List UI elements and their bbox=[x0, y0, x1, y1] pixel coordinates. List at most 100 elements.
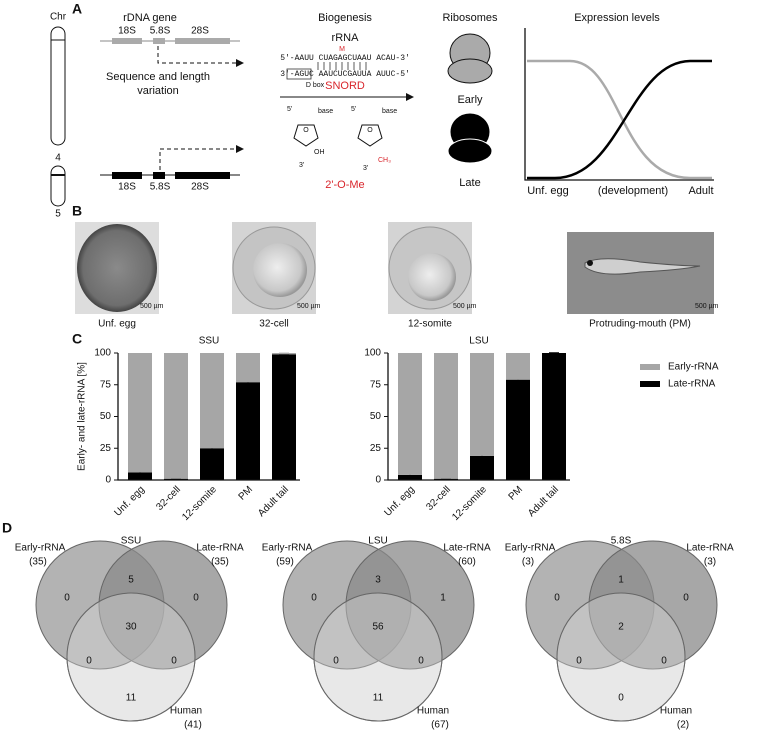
venn-text: 0 bbox=[618, 693, 624, 704]
venn-text: (41) bbox=[184, 720, 202, 731]
bar-segment bbox=[236, 353, 260, 383]
modification-mark: M bbox=[339, 46, 345, 53]
venn-text: 0 bbox=[171, 656, 177, 667]
x-tick-label: 12-somite bbox=[180, 484, 219, 523]
bar-segment bbox=[200, 448, 224, 480]
ome-label: 2'-O-Me bbox=[325, 179, 364, 191]
venn-text: (2) bbox=[677, 720, 689, 731]
bar-segment bbox=[272, 354, 296, 480]
expression-title: Expression levels bbox=[574, 12, 660, 24]
venn-text: (35) bbox=[29, 557, 47, 568]
variation-title: Sequence and length bbox=[106, 71, 210, 83]
bar-segment bbox=[128, 353, 152, 473]
micrographs: 500 µm 500 µm 500 µm 500 µm Unf. egg 32-… bbox=[75, 222, 719, 330]
panel-label: A bbox=[72, 1, 82, 17]
rdna-genes: rDNA gene 18S 5.8S 28S Sequence and leng… bbox=[100, 12, 244, 193]
bar-segment bbox=[506, 353, 530, 380]
biogenesis-title: Biogenesis bbox=[318, 12, 372, 24]
gene-label: 18S bbox=[118, 26, 136, 37]
scale-bar: 500 µm bbox=[140, 303, 164, 310]
venn-text: 0 bbox=[333, 656, 339, 667]
venn-human-outline bbox=[556, 592, 686, 722]
y-tick-label: 100 bbox=[364, 348, 381, 359]
venn-text: 11 bbox=[373, 693, 384, 704]
venn-text: (59) bbox=[276, 557, 294, 568]
ribose-text: 5' bbox=[351, 106, 356, 113]
y-tick-label: 50 bbox=[100, 411, 112, 422]
venn-human-outline bbox=[66, 592, 196, 722]
embryo bbox=[253, 243, 307, 297]
chromosome bbox=[50, 26, 66, 146]
bar-segment bbox=[236, 382, 260, 480]
gene-label: 18S bbox=[118, 182, 136, 193]
bar-segment bbox=[542, 353, 566, 480]
bar-segment bbox=[272, 353, 296, 355]
bar-segment bbox=[398, 353, 422, 475]
venn-text: 2 bbox=[618, 622, 624, 633]
ribose-text: O bbox=[303, 127, 309, 134]
axes bbox=[117, 353, 300, 481]
y-axis-label: Early- and late-rRNA [%] bbox=[77, 362, 88, 471]
scale-bar: 500 µm bbox=[695, 303, 719, 310]
ribose-text: 3' bbox=[363, 165, 368, 172]
panel-label: B bbox=[72, 203, 82, 219]
legend-swatch bbox=[640, 381, 660, 387]
scale-bar: 500 µm bbox=[453, 303, 477, 310]
bar-segment bbox=[506, 379, 530, 480]
venn-text: (60) bbox=[458, 557, 476, 568]
rrna-strand: 5'-AAUU CUAGAGCUAAU ACAU-3' bbox=[280, 54, 410, 63]
gene-label: 28S bbox=[191, 26, 209, 37]
y-tick-label: 25 bbox=[370, 443, 382, 454]
venn-text: 0 bbox=[661, 656, 667, 667]
gene-block bbox=[112, 38, 142, 44]
y-tick-label: 0 bbox=[105, 475, 111, 486]
venn-text: Early-rRNA bbox=[15, 543, 66, 554]
expression-x-label: Adult bbox=[688, 185, 713, 197]
gene-label: 5.8S bbox=[150, 26, 171, 37]
embryo bbox=[408, 253, 456, 301]
venn-text: 1 bbox=[618, 575, 624, 586]
venn-text: (3) bbox=[522, 557, 534, 568]
venn-text: Early-rRNA bbox=[505, 543, 556, 554]
chromosomes: Chr 4 5 bbox=[50, 12, 67, 220]
rrna-label: rRNA bbox=[332, 32, 360, 44]
y-tick-label: 25 bbox=[100, 443, 112, 454]
ribosome-subunit bbox=[447, 138, 493, 164]
gene-block bbox=[153, 38, 165, 44]
venn-text: 56 bbox=[372, 622, 384, 633]
venn: SSU Early-rRNA (35) Late-rRNA (35) Human (41) 0… bbox=[15, 536, 244, 731]
venn-late bbox=[588, 540, 718, 670]
image bbox=[567, 232, 714, 314]
y-tick-label: 75 bbox=[100, 379, 112, 390]
x-tick-label: 12-somite bbox=[450, 484, 489, 523]
axes bbox=[524, 28, 714, 181]
chr-number: 4 bbox=[55, 153, 61, 164]
caption: 12-somite bbox=[408, 319, 452, 330]
venn-text: Human bbox=[417, 706, 449, 717]
x-tick-label: PM bbox=[507, 484, 525, 502]
venn-text: 0 bbox=[193, 593, 199, 604]
y-tick-label: 100 bbox=[94, 348, 111, 359]
chr-number: 5 bbox=[55, 209, 61, 220]
venn-text: 1 bbox=[440, 593, 446, 604]
transcription-arrow bbox=[157, 46, 244, 67]
caption: Unf. egg bbox=[98, 319, 136, 330]
early-curve bbox=[527, 59, 712, 180]
expression: Expression levels Unf. egg (development)… bbox=[524, 12, 714, 197]
venn-text: 0 bbox=[683, 593, 689, 604]
bar-segment bbox=[434, 353, 458, 479]
venn-text: LSU bbox=[368, 536, 387, 547]
venn-text: SSU bbox=[121, 536, 142, 547]
gene-label: 5.8S bbox=[150, 182, 171, 193]
scale-bar: 500 µm bbox=[297, 303, 321, 310]
venn-text: (67) bbox=[431, 720, 449, 731]
base-pairs bbox=[317, 62, 367, 70]
ribose-text: CH₃ bbox=[378, 157, 391, 164]
rdna-title: rDNA gene bbox=[123, 12, 177, 24]
venn: 5.8S Early-rRNA (3) Late-rRNA (3) Human (2) 0 1 0… bbox=[505, 536, 734, 731]
expression-x-label: Unf. egg bbox=[527, 185, 569, 197]
venn-text: 0 bbox=[418, 656, 424, 667]
legend-label: Late-rRNA bbox=[668, 379, 716, 390]
bar-segment bbox=[200, 353, 224, 449]
dbox-frame bbox=[286, 68, 312, 80]
